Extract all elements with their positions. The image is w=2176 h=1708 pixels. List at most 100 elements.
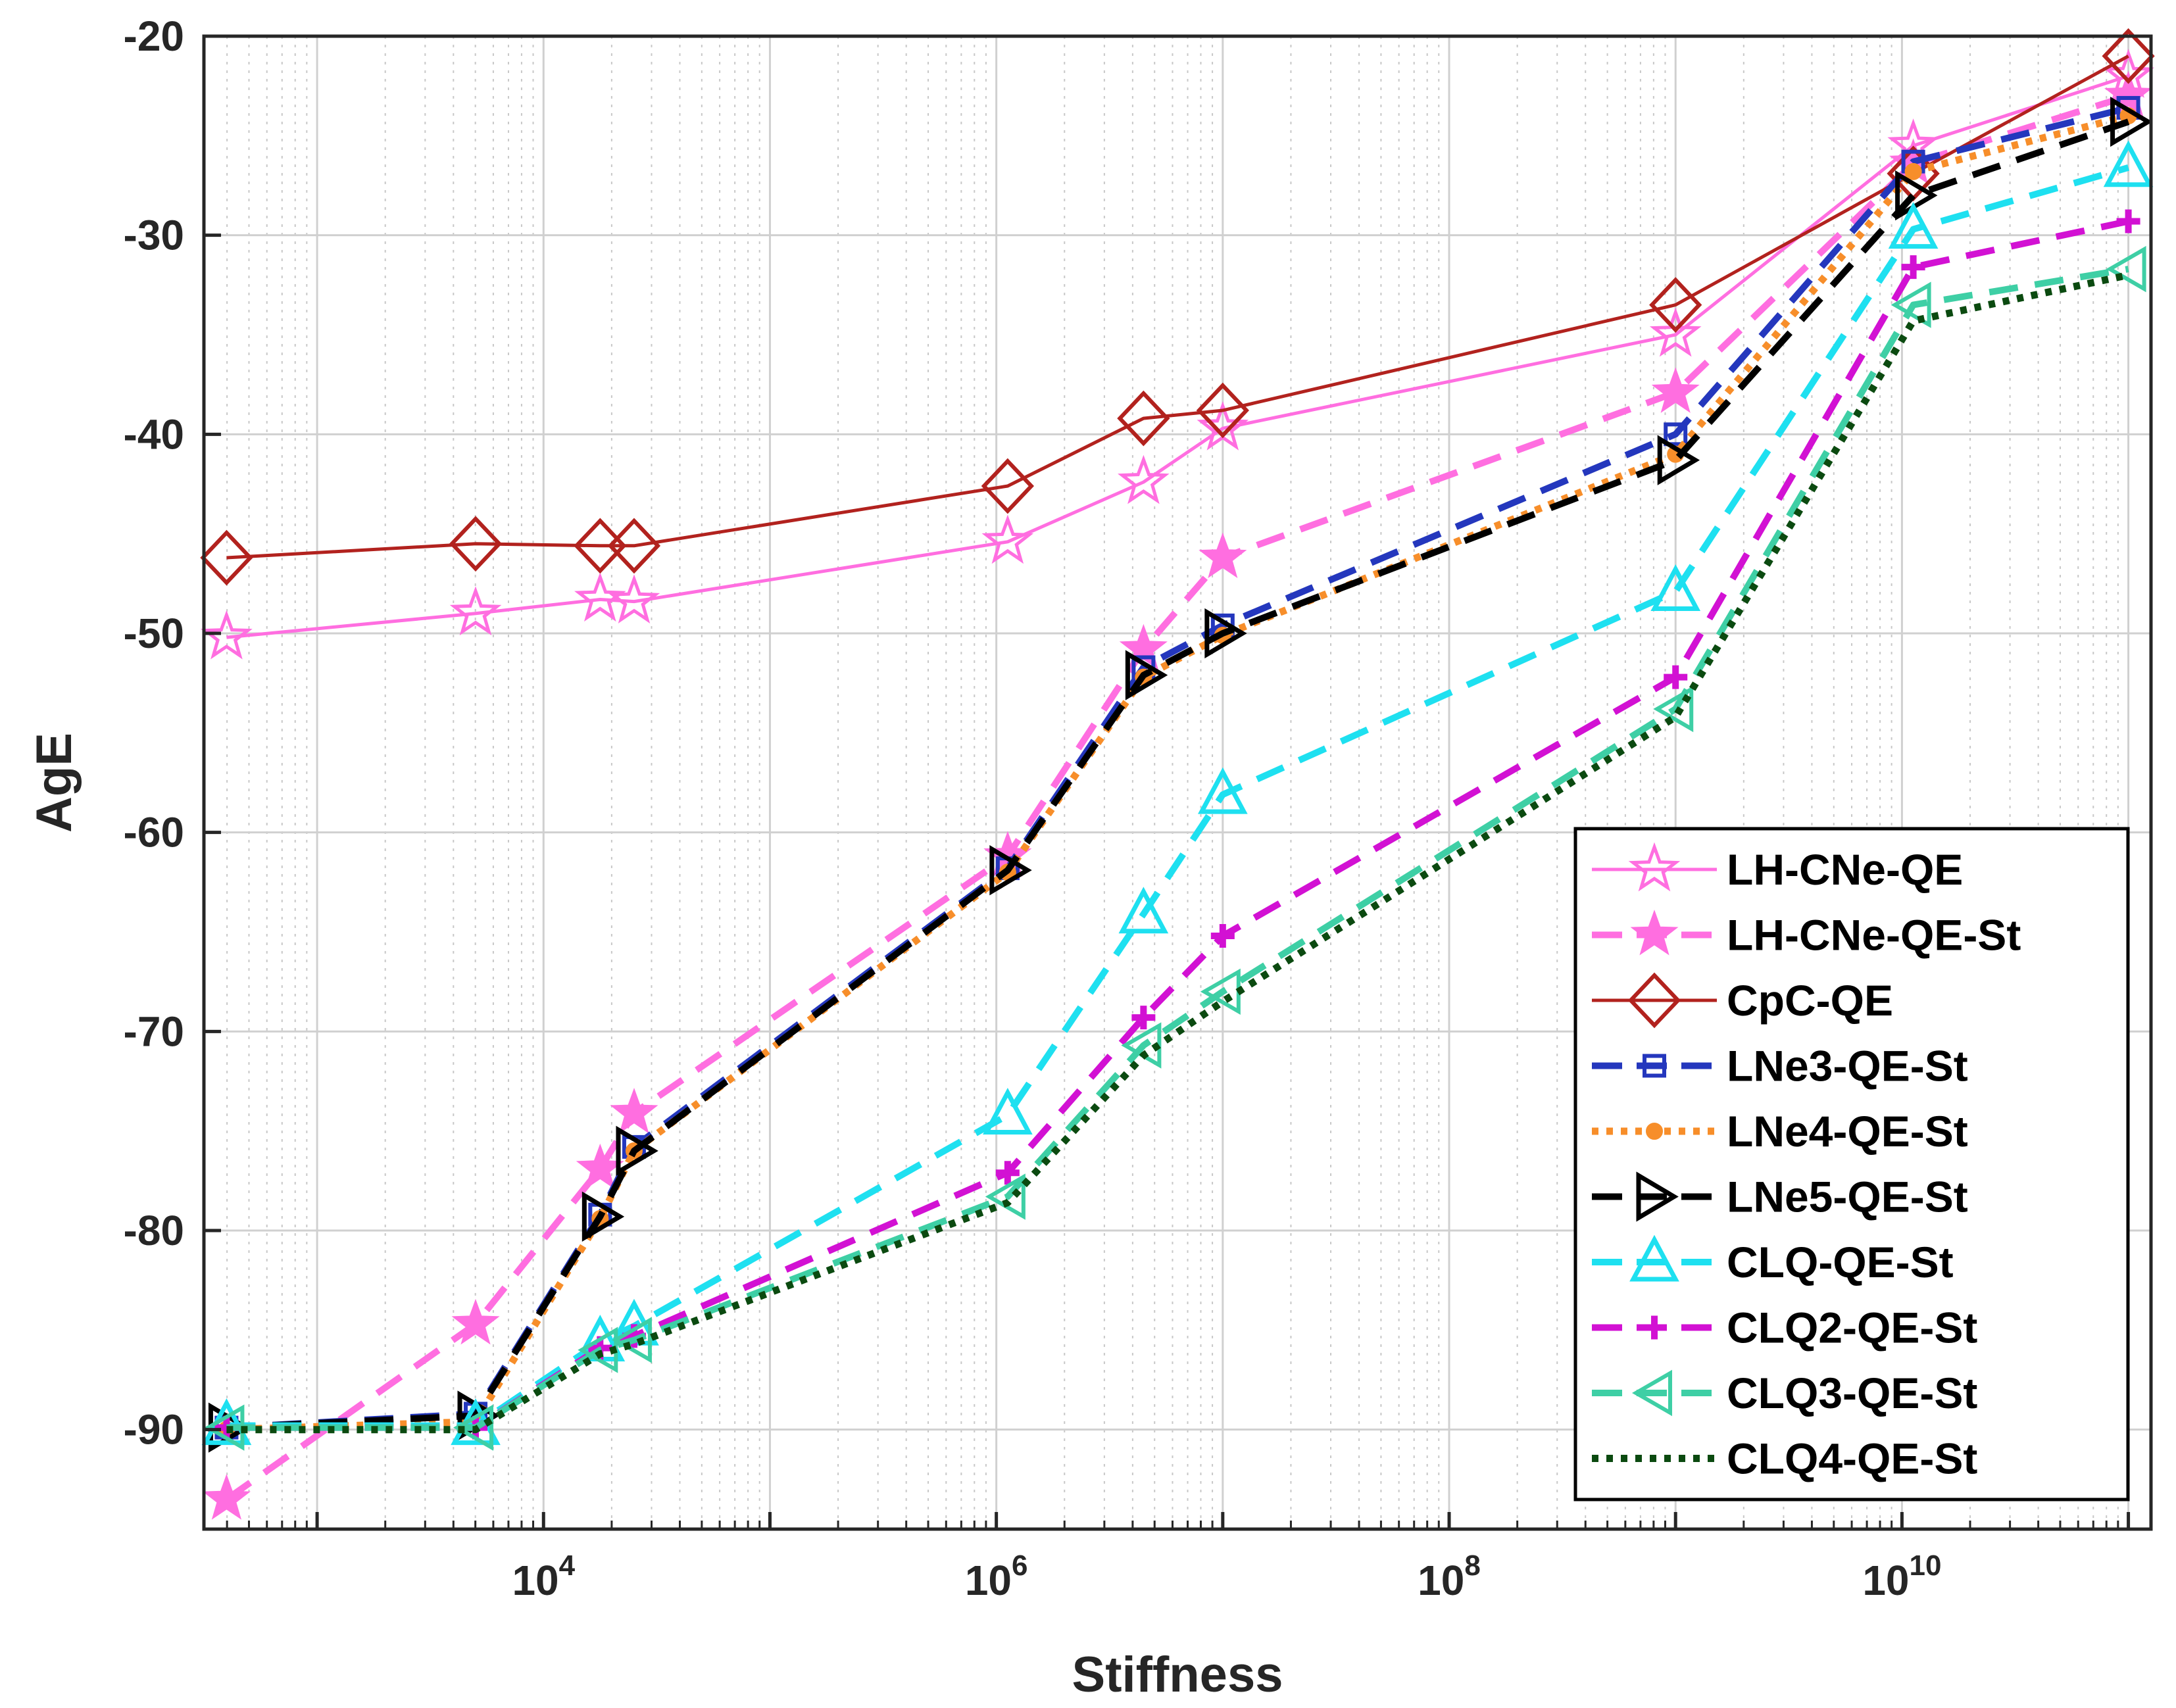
legend-item: LNe4-QE-St xyxy=(1592,1107,1968,1156)
data-point xyxy=(1210,924,1235,948)
y-tick-label: -50 xyxy=(124,610,185,657)
x-tick-label: 108 xyxy=(1418,1549,1481,1604)
series-line xyxy=(226,112,2129,1434)
x-tick-label-power: 8 xyxy=(1464,1549,1480,1582)
data-point xyxy=(1888,202,1939,249)
legend-label: LNe4-QE-St xyxy=(1727,1107,1968,1156)
data-point xyxy=(201,610,253,660)
x-tick-label: 106 xyxy=(965,1549,1028,1604)
data-point xyxy=(995,1161,1020,1185)
legend-label: LH-CNe-QE xyxy=(1727,845,1963,894)
data-point xyxy=(449,516,503,572)
series-CLQ4-QE-St xyxy=(226,271,2129,1434)
y-tick-label: -20 xyxy=(124,12,185,60)
x-tick-label-base: 10 xyxy=(965,1557,1012,1604)
series-CpC-QE xyxy=(200,28,2155,586)
data-point xyxy=(1891,281,1931,328)
data-point xyxy=(2104,70,2153,116)
data-point xyxy=(610,1088,658,1134)
legend: LH-CNe-QE LH-CNe-QE-St CpC-QE LNe3-QE-St LNe… xyxy=(1573,827,2130,1501)
legend-swatch-marker xyxy=(1643,1315,1666,1340)
x-tick-label: 1010 xyxy=(1862,1549,1941,1604)
data-point xyxy=(2110,97,2153,147)
data-point xyxy=(981,514,1034,564)
legend-item: CLQ2-QE-St xyxy=(1592,1304,1977,1352)
data-point xyxy=(1901,255,1925,280)
data-point xyxy=(1198,767,1248,814)
legend-item: CLQ-QE-St xyxy=(1592,1234,1954,1286)
x-tick-label-power: 4 xyxy=(559,1549,576,1582)
legend-label: CLQ2-QE-St xyxy=(1727,1304,1977,1352)
series-layer xyxy=(200,28,2155,1520)
legend-swatch-marker xyxy=(1627,972,1681,1029)
data-point xyxy=(581,1191,625,1242)
data-point xyxy=(453,1404,494,1451)
legend-swatch-marker xyxy=(1646,1123,1663,1140)
legend-item: LH-CNe-QE-St xyxy=(1592,910,2021,960)
y-tick-label: -60 xyxy=(124,809,185,856)
legend-label: LH-CNe-QE-St xyxy=(1727,911,2021,960)
data-point xyxy=(607,518,661,574)
series-line xyxy=(226,271,2129,1434)
legend-item: CpC-QE xyxy=(1592,972,1893,1029)
data-point xyxy=(200,529,253,586)
legend-label: LNe3-QE-St xyxy=(1727,1042,1968,1090)
data-point xyxy=(1131,1006,1156,1030)
x-tick-label: 104 xyxy=(512,1549,575,1604)
data-point xyxy=(2116,209,2140,233)
legend-item: CLQ3-QE-St xyxy=(1592,1369,1977,1417)
data-point xyxy=(1664,665,1688,689)
data-point xyxy=(1653,685,1694,733)
data-point xyxy=(1118,454,1170,504)
y-tick-label: -70 xyxy=(124,1008,185,1055)
data-point xyxy=(1650,564,1701,611)
legend-swatch-marker xyxy=(1643,1054,1666,1078)
data-point xyxy=(1117,390,1170,447)
data-point xyxy=(1125,650,1168,700)
series-line xyxy=(226,164,2129,1429)
data-point xyxy=(2102,28,2155,84)
plot-frame xyxy=(202,34,2153,1531)
y-tick-label: -40 xyxy=(124,410,185,458)
data-point xyxy=(451,1298,500,1345)
x-tick-label-power: 10 xyxy=(1910,1549,1942,1582)
data-point xyxy=(1118,887,1169,934)
y-tick-label: -80 xyxy=(124,1207,185,1254)
series-line xyxy=(226,55,2129,560)
data-point xyxy=(1199,532,1247,579)
y-tick-label: -30 xyxy=(124,212,185,259)
x-tick-label-base: 10 xyxy=(1418,1557,1464,1604)
data-point xyxy=(1204,608,1247,659)
series-line xyxy=(226,105,2129,1431)
data-point xyxy=(611,1317,652,1363)
legend-label: LNe5-QE-St xyxy=(1727,1173,1968,1221)
x-tick-label-base: 10 xyxy=(512,1557,558,1604)
legend-label: CLQ-QE-St xyxy=(1727,1238,1954,1286)
legend-label: CpC-QE xyxy=(1727,976,1893,1025)
legend-item: CLQ4-QE-St xyxy=(1592,1434,1977,1483)
series-line xyxy=(224,93,2130,1502)
x-tick-label-power: 6 xyxy=(1012,1549,1027,1582)
legend-swatch-marker xyxy=(1631,1369,1672,1417)
data-point xyxy=(202,1474,251,1520)
legend-swatch-marker xyxy=(1628,842,1681,892)
data-point xyxy=(989,845,1032,896)
data-point xyxy=(2103,140,2154,187)
data-point xyxy=(574,572,626,622)
data-point xyxy=(981,458,1034,514)
data-point xyxy=(1904,162,1922,180)
legend-label: CLQ4-QE-St xyxy=(1727,1434,1977,1483)
data-point xyxy=(1657,435,1700,485)
legend-swatch-marker xyxy=(1630,910,1679,956)
data-point xyxy=(983,1088,1033,1135)
data-point xyxy=(1649,307,1702,357)
legend-box xyxy=(1573,827,2130,1501)
legend-label: CLQ3-QE-St xyxy=(1727,1369,1977,1417)
y-tick-label: -90 xyxy=(124,1406,185,1453)
data-point xyxy=(1664,422,1688,447)
data-point xyxy=(616,1125,658,1177)
x-axis-title: Stiffness xyxy=(1072,1647,1283,1703)
data-point xyxy=(1196,382,1249,439)
